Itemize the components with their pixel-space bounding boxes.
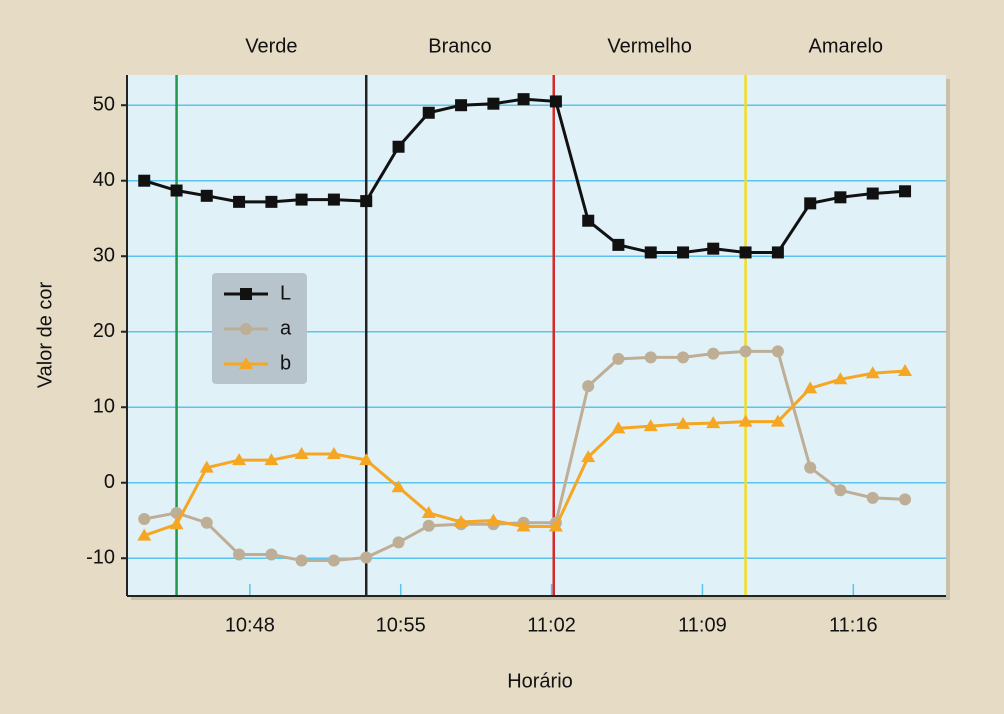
marker bbox=[707, 242, 720, 255]
marker bbox=[612, 352, 625, 365]
marker bbox=[707, 347, 720, 360]
y-tick-label: 10 bbox=[93, 396, 115, 418]
marker bbox=[295, 193, 308, 206]
x-axis-title: Horário bbox=[507, 670, 573, 692]
marker bbox=[240, 288, 252, 300]
y-tick-label: 40 bbox=[93, 169, 115, 191]
y-tick-label: 20 bbox=[93, 320, 115, 342]
marker bbox=[487, 97, 500, 110]
marker bbox=[582, 214, 595, 227]
marker bbox=[612, 238, 625, 251]
marker bbox=[294, 447, 309, 460]
marker bbox=[739, 345, 752, 358]
marker bbox=[327, 193, 340, 206]
marker bbox=[486, 513, 501, 526]
marker bbox=[200, 516, 213, 529]
marker bbox=[833, 372, 848, 385]
marker bbox=[899, 493, 912, 506]
region-label: Verde bbox=[245, 35, 297, 57]
marker bbox=[677, 351, 690, 364]
x-tick-label: 11:09 bbox=[678, 614, 727, 636]
marker bbox=[137, 528, 152, 541]
marker bbox=[392, 140, 405, 153]
marker bbox=[455, 99, 468, 112]
marker bbox=[233, 548, 246, 561]
marker bbox=[138, 512, 151, 525]
legend-label: b bbox=[280, 352, 291, 374]
x-tick-label: 11:02 bbox=[527, 614, 576, 636]
y-tick-label: 0 bbox=[104, 471, 115, 493]
marker bbox=[548, 519, 563, 532]
marker bbox=[327, 554, 340, 567]
y-tick-label: 50 bbox=[93, 93, 115, 115]
region-label: Amarelo bbox=[809, 35, 883, 57]
marker bbox=[804, 197, 817, 210]
marker bbox=[265, 195, 278, 208]
marker bbox=[264, 453, 279, 466]
marker bbox=[770, 414, 785, 427]
marker bbox=[738, 414, 753, 427]
marker bbox=[392, 536, 405, 549]
marker bbox=[239, 357, 253, 369]
marker bbox=[516, 519, 531, 532]
marker bbox=[199, 460, 214, 473]
marker bbox=[834, 191, 847, 204]
marker bbox=[706, 416, 721, 429]
marker bbox=[454, 515, 469, 528]
marker bbox=[240, 323, 252, 335]
x-tick-label: 11:16 bbox=[829, 614, 878, 636]
marker bbox=[295, 554, 308, 567]
marker bbox=[233, 195, 246, 208]
legend-label: L bbox=[280, 282, 291, 304]
marker bbox=[834, 484, 847, 497]
region-label: Vermelho bbox=[607, 35, 692, 57]
marker bbox=[677, 246, 690, 259]
marker bbox=[644, 351, 657, 364]
y-tick-label: 30 bbox=[93, 244, 115, 266]
marker bbox=[360, 551, 373, 564]
x-tick-label: 10:55 bbox=[376, 614, 426, 636]
marker bbox=[611, 421, 626, 434]
y-axis-title: Valor de cor bbox=[34, 281, 56, 388]
marker bbox=[644, 246, 657, 259]
marker bbox=[169, 517, 184, 530]
marker bbox=[804, 461, 817, 474]
marker bbox=[422, 519, 435, 532]
marker bbox=[899, 185, 912, 198]
marker bbox=[138, 174, 151, 187]
marker bbox=[771, 246, 784, 259]
marker bbox=[549, 95, 562, 108]
marker bbox=[771, 345, 784, 358]
marker bbox=[866, 187, 879, 200]
y-tick-label: -10 bbox=[86, 547, 115, 569]
marker bbox=[643, 419, 658, 432]
marker bbox=[232, 453, 247, 466]
x-tick-label: 10:48 bbox=[225, 614, 275, 636]
legend-label: a bbox=[280, 317, 292, 339]
marker bbox=[422, 106, 435, 119]
marker bbox=[170, 184, 183, 197]
marker bbox=[739, 246, 752, 259]
marker bbox=[866, 491, 879, 504]
legend: Lab bbox=[212, 273, 307, 384]
marker bbox=[200, 189, 213, 202]
series bbox=[137, 93, 913, 567]
marker bbox=[898, 363, 913, 376]
marker bbox=[326, 447, 341, 460]
marker bbox=[581, 450, 596, 463]
marker bbox=[391, 480, 406, 493]
marker bbox=[865, 366, 880, 379]
marker bbox=[360, 195, 373, 208]
marker bbox=[421, 505, 436, 518]
marker bbox=[265, 548, 278, 561]
marker bbox=[803, 381, 818, 394]
marker bbox=[517, 93, 530, 106]
marker bbox=[582, 380, 595, 393]
marker bbox=[676, 416, 691, 429]
marker bbox=[359, 453, 374, 466]
region-label: Branco bbox=[428, 35, 491, 57]
